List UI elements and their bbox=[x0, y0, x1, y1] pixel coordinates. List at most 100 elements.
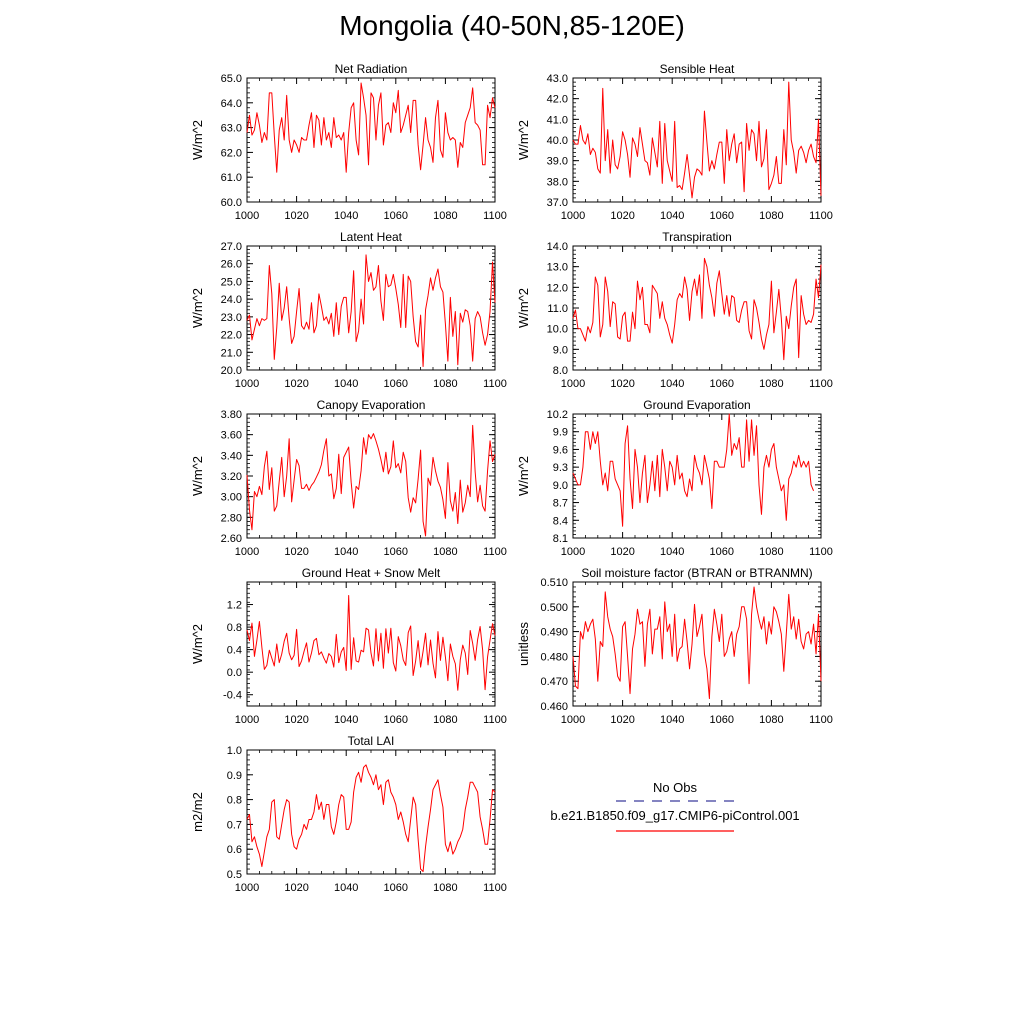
transpiration-x-tick-label: 1100 bbox=[809, 378, 833, 390]
latent-heat-y-tick-label: 26.0 bbox=[221, 259, 242, 271]
total-lai-series-line bbox=[246, 764, 496, 873]
ground-evaporation-plot-frame bbox=[572, 413, 822, 539]
canopy-evaporation-x-tick-label: 1100 bbox=[483, 546, 507, 558]
canopy-evaporation-y-tick-label: 3.20 bbox=[221, 471, 242, 483]
legend-label-picontrol: b.e21.B1850.f09_g17.CMIP6-piControl.001 bbox=[550, 808, 799, 823]
page-title: Mongolia (40-50N,85-120E) bbox=[339, 10, 685, 41]
transpiration-y-tick-label: 9.0 bbox=[553, 344, 568, 356]
ground-evaporation-y-tick-label: 8.7 bbox=[553, 498, 568, 510]
net-radiation-x-tick-label: 1040 bbox=[334, 210, 358, 222]
net-radiation-x-tick-label: 1000 bbox=[235, 210, 259, 222]
latent-heat-y-tick-label: 23.0 bbox=[221, 312, 242, 324]
ground-heat-snow-melt-ylabel: W/m^2 bbox=[190, 624, 205, 664]
total-lai-y-tick-label: 0.8 bbox=[227, 795, 242, 807]
sensible-heat-x-tick-label: 1040 bbox=[660, 210, 684, 222]
chart-panels: Net Radiation W/m^2 1000 1020 1040 1060 1080 11… bbox=[190, 62, 833, 894]
chart-latent-heat: Latent Heat W/m^2 1000 1020 1040 1060 1080 1100… bbox=[190, 230, 507, 390]
net-radiation-y-tick-label: 60.0 bbox=[221, 197, 242, 209]
transpiration-x-tick-label: 1020 bbox=[610, 378, 634, 390]
ground-heat-snow-melt-x-tick-label: 1000 bbox=[235, 714, 259, 726]
total-lai-y-tick-label: 0.9 bbox=[227, 770, 242, 782]
net-radiation-title: Net Radiation bbox=[335, 62, 408, 76]
ground-evaporation-y-tick-label: 9.3 bbox=[553, 462, 568, 474]
ground-evaporation-ylabel: W/m^2 bbox=[516, 456, 531, 496]
latent-heat-x-tick-label: 1080 bbox=[433, 378, 457, 390]
transpiration-ylabel: W/m^2 bbox=[516, 288, 531, 328]
transpiration-y-tick-label: 8.0 bbox=[553, 365, 568, 377]
net-radiation-x-tick-label: 1100 bbox=[483, 210, 507, 222]
latent-heat-y-tick-label: 24.0 bbox=[221, 294, 242, 306]
canopy-evaporation-x-tick-label: 1040 bbox=[334, 546, 358, 558]
legend-label-no-obs: No Obs bbox=[653, 780, 698, 795]
transpiration-y-tick-label: 13.0 bbox=[547, 262, 568, 274]
net-radiation-x-tick-label: 1060 bbox=[384, 210, 408, 222]
ground-heat-snow-melt-y-tick-label: 0.0 bbox=[227, 667, 242, 679]
ground-evaporation-y-tick-label: 9.0 bbox=[553, 480, 568, 492]
total-lai-x-tick-label: 1060 bbox=[384, 882, 408, 894]
latent-heat-ylabel: W/m^2 bbox=[190, 288, 205, 328]
ground-evaporation-y-tick-label: 10.2 bbox=[547, 409, 568, 421]
ground-evaporation-x-tick-label: 1080 bbox=[759, 546, 783, 558]
total-lai-y-tick-label: 1.0 bbox=[227, 745, 242, 757]
canopy-evaporation-y-tick-label: 3.60 bbox=[221, 430, 242, 442]
transpiration-x-tick-label: 1000 bbox=[561, 378, 585, 390]
net-radiation-y-tick-label: 64.0 bbox=[221, 98, 242, 110]
latent-heat-y-tick-label: 21.0 bbox=[221, 347, 242, 359]
soil-moisture-factor-btran-or-btranmn-x-tick-label: 1060 bbox=[710, 714, 734, 726]
ground-heat-snow-melt-y-tick-label: -0.4 bbox=[223, 690, 242, 702]
chart-total-lai: Total LAI m2/m2 1000 1020 1040 1060 1080 1100 0.… bbox=[190, 734, 507, 894]
net-radiation-series-line bbox=[246, 82, 496, 173]
latent-heat-y-tick-label: 27.0 bbox=[221, 241, 242, 253]
canopy-evaporation-y-tick-label: 3.00 bbox=[221, 492, 242, 504]
ground-evaporation-x-tick-label: 1020 bbox=[610, 546, 634, 558]
transpiration-x-tick-label: 1080 bbox=[759, 378, 783, 390]
soil-moisture-factor-btran-or-btranmn-ylabel: unitless bbox=[516, 621, 531, 666]
ground-evaporation-title: Ground Evaporation bbox=[643, 398, 750, 412]
sensible-heat-x-tick-label: 1060 bbox=[710, 210, 734, 222]
latent-heat-x-tick-label: 1060 bbox=[384, 378, 408, 390]
ground-evaporation-x-tick-label: 1060 bbox=[710, 546, 734, 558]
ground-evaporation-y-tick-label: 8.4 bbox=[553, 515, 568, 527]
ground-evaporation-series-line bbox=[572, 413, 815, 527]
ground-heat-snow-melt-x-tick-label: 1040 bbox=[334, 714, 358, 726]
canopy-evaporation-series-line bbox=[246, 424, 496, 537]
ground-evaporation-x-tick-label: 1000 bbox=[561, 546, 585, 558]
canopy-evaporation-x-tick-label: 1000 bbox=[235, 546, 259, 558]
canopy-evaporation-y-tick-label: 2.80 bbox=[221, 512, 242, 524]
chart-canopy-evaporation: Canopy Evaporation W/m^2 1000 1020 1040 1060 1… bbox=[190, 398, 507, 558]
ground-heat-snow-melt-x-tick-label: 1060 bbox=[384, 714, 408, 726]
ground-evaporation-y-tick-label: 9.6 bbox=[553, 444, 568, 456]
sensible-heat-ylabel: W/m^2 bbox=[516, 120, 531, 160]
ground-heat-snow-melt-y-tick-label: 1.2 bbox=[227, 600, 242, 612]
sensible-heat-y-tick-label: 39.0 bbox=[547, 156, 568, 168]
ground-heat-snow-melt-title: Ground Heat + Snow Melt bbox=[302, 566, 441, 580]
soil-moisture-factor-btran-or-btranmn-y-tick-label: 0.500 bbox=[540, 602, 568, 614]
sensible-heat-y-tick-label: 41.0 bbox=[547, 114, 568, 126]
chart-soil-moisture-factor-btran-or-btranmn: Soil moisture factor (BTRAN or BTRANMN) u… bbox=[516, 566, 833, 726]
sensible-heat-x-tick-label: 1000 bbox=[561, 210, 585, 222]
transpiration-x-tick-label: 1040 bbox=[660, 378, 684, 390]
chart-transpiration: Transpiration W/m^2 1000 1020 1040 1060 1080 11… bbox=[516, 230, 833, 390]
soil-moisture-factor-btran-or-btranmn-y-tick-label: 0.490 bbox=[540, 627, 568, 639]
ground-evaporation-x-tick-label: 1100 bbox=[809, 546, 833, 558]
canopy-evaporation-x-tick-label: 1060 bbox=[384, 546, 408, 558]
sensible-heat-title: Sensible Heat bbox=[660, 62, 735, 76]
soil-moisture-factor-btran-or-btranmn-y-tick-label: 0.470 bbox=[540, 676, 568, 688]
canopy-evaporation-y-tick-label: 3.80 bbox=[221, 409, 242, 421]
sensible-heat-x-tick-label: 1020 bbox=[610, 210, 634, 222]
soil-moisture-factor-btran-or-btranmn-plot-frame bbox=[572, 581, 822, 707]
total-lai-y-tick-label: 0.5 bbox=[227, 869, 242, 881]
total-lai-ylabel: m2/m2 bbox=[190, 792, 205, 832]
total-lai-x-tick-label: 1000 bbox=[235, 882, 259, 894]
soil-moisture-factor-btran-or-btranmn-y-tick-label: 0.510 bbox=[540, 577, 568, 589]
soil-moisture-factor-btran-or-btranmn-x-tick-label: 1100 bbox=[809, 714, 833, 726]
canopy-evaporation-y-tick-label: 2.60 bbox=[221, 533, 242, 545]
total-lai-x-tick-label: 1020 bbox=[284, 882, 308, 894]
ground-heat-snow-melt-x-tick-label: 1080 bbox=[433, 714, 457, 726]
ground-heat-snow-melt-series-line bbox=[246, 595, 496, 691]
legend: No Obs b.e21.B1850.f09_g17.CMIP6-piContr… bbox=[550, 780, 800, 832]
canopy-evaporation-x-tick-label: 1080 bbox=[433, 546, 457, 558]
transpiration-y-tick-label: 14.0 bbox=[547, 241, 568, 253]
canopy-evaporation-ylabel: W/m^2 bbox=[190, 456, 205, 496]
transpiration-title: Transpiration bbox=[662, 230, 732, 244]
